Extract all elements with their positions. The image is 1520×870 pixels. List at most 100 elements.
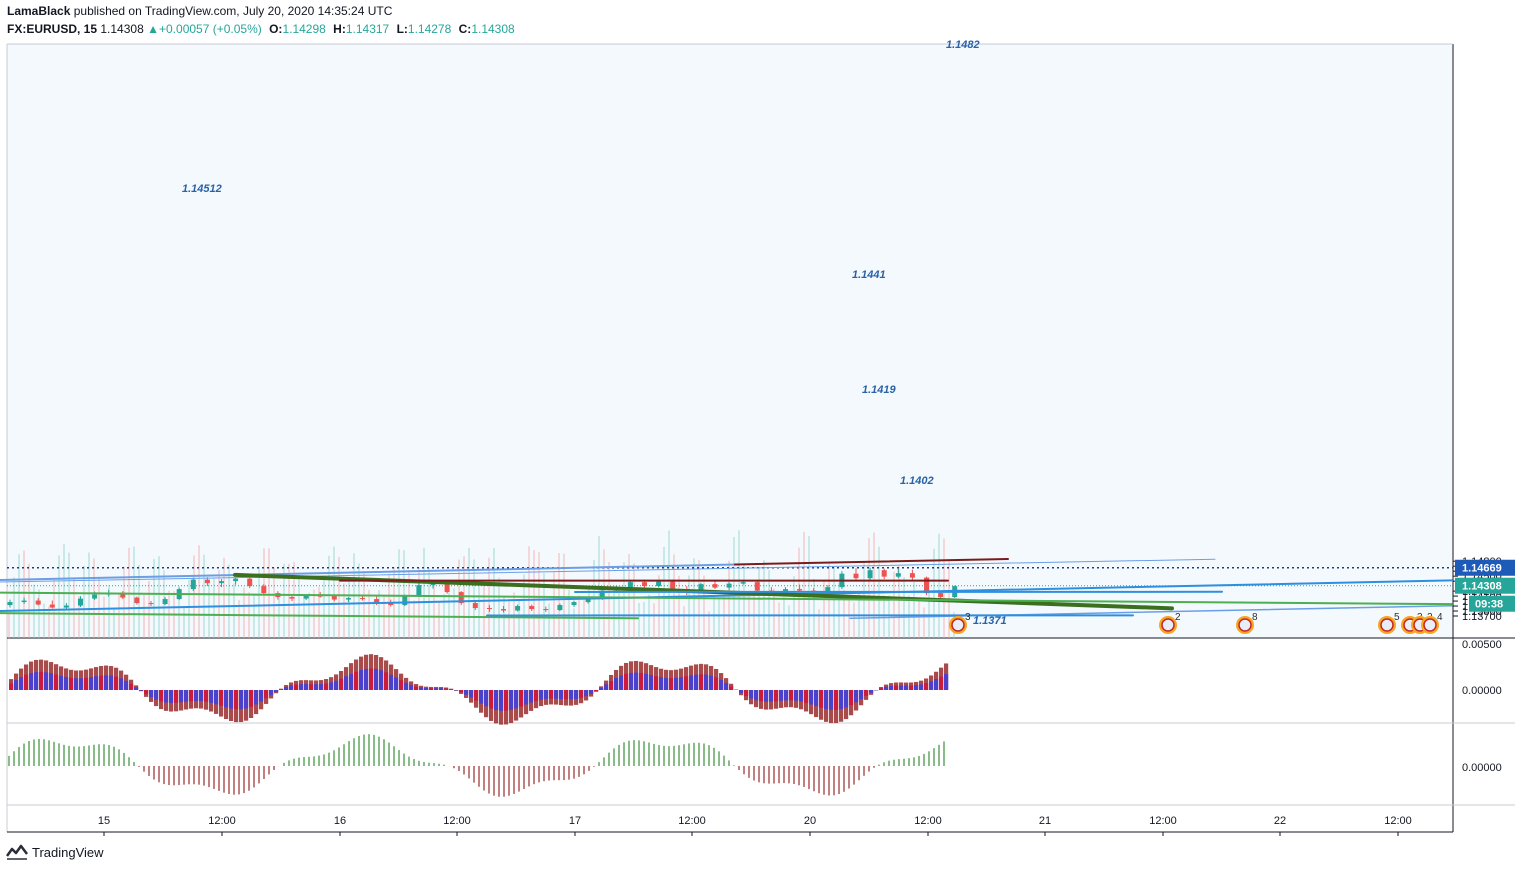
signal-bar xyxy=(424,687,429,690)
candle-body xyxy=(501,609,506,611)
price-annotations: 1.14512 1.1441 1.1419 1.1402 1.1371 1.1482 xyxy=(182,39,1007,627)
event-count: 2 xyxy=(1175,612,1181,623)
signal-bar xyxy=(674,677,679,690)
candle-body xyxy=(740,582,746,584)
signal-bar xyxy=(564,690,569,700)
signal-bar xyxy=(434,688,439,690)
time-axis[interactable]: 15 12:00 16 12:00 17 12:00 20 12:00 21 12:00 22 12:… xyxy=(98,815,1412,836)
signal-bar xyxy=(314,684,319,690)
economic-events[interactable]: 3285324 xyxy=(949,612,1443,634)
candle-body xyxy=(233,578,239,582)
up-arrow-icon: ▲ xyxy=(147,22,159,36)
candle-body xyxy=(204,579,210,584)
signal-bar xyxy=(89,677,94,690)
signal-bar xyxy=(599,687,604,690)
signal-bar xyxy=(624,673,629,690)
price-tags: 1.14669 1.14308 09:38 xyxy=(1455,559,1515,612)
green-slope[interactable] xyxy=(0,591,1453,606)
signal-bar xyxy=(244,690,249,709)
signal-bar xyxy=(519,690,524,707)
osc1-tick-label: 0.00500 xyxy=(1462,639,1502,651)
signal-bar xyxy=(879,688,884,690)
signal-bar xyxy=(639,672,644,690)
signal-bar xyxy=(224,690,229,708)
candle-body xyxy=(557,605,563,611)
signal-bar xyxy=(409,684,414,690)
channel-upper-blue[interactable] xyxy=(0,563,736,581)
signal-bar xyxy=(804,690,809,703)
signal-bar xyxy=(134,687,139,690)
candle-body xyxy=(374,599,380,604)
candle-body xyxy=(7,602,13,606)
main-uptrend-blue[interactable] xyxy=(0,579,1453,612)
trend-lines[interactable] xyxy=(0,557,1453,620)
signal-bar xyxy=(484,690,489,707)
signal-bar xyxy=(934,679,939,690)
open-value: 1.14298 xyxy=(282,22,326,36)
signal-bar xyxy=(34,671,39,690)
candle-body xyxy=(92,594,98,599)
signal-bar xyxy=(489,690,494,709)
time-tick-label: 16 xyxy=(334,815,346,827)
low-label: L: xyxy=(396,22,408,36)
signal-bar xyxy=(819,690,824,708)
signal-bar xyxy=(389,674,394,690)
symbol-name[interactable]: FX:EURUSD, 15 xyxy=(7,22,98,36)
price-tick-label: 1.13700 xyxy=(1462,611,1502,623)
candle-body xyxy=(444,582,450,593)
signal-bar xyxy=(479,690,484,704)
signal-bar xyxy=(209,690,214,703)
signal-bar xyxy=(114,676,119,690)
signal-bar xyxy=(634,672,639,690)
signal-bar xyxy=(509,690,514,710)
close-label: C: xyxy=(458,22,472,36)
signal-bar xyxy=(929,681,934,690)
signal-bar xyxy=(139,690,144,691)
channel-upper-extension-red[interactable] xyxy=(734,557,1009,566)
time-tick-label: 12:00 xyxy=(1384,815,1412,827)
candle-body xyxy=(402,596,408,606)
signal-bar xyxy=(399,680,404,690)
signal-bar xyxy=(269,690,274,696)
signal-bar xyxy=(179,690,184,703)
signal-bar xyxy=(309,684,314,690)
chart-canvas[interactable]: 1.148001.147001.146001.145001.144001.142… xyxy=(0,0,1520,840)
signal-bar xyxy=(704,674,709,690)
signal-bar xyxy=(504,690,509,711)
signal-bar xyxy=(469,690,474,698)
signal-bar xyxy=(854,690,859,703)
candle-body xyxy=(726,583,732,588)
flag-center-icon xyxy=(1380,618,1394,632)
signal-bar xyxy=(304,684,309,690)
signal-bar xyxy=(739,690,744,694)
signal-bar xyxy=(39,671,44,690)
time-tick-label: 20 xyxy=(804,815,816,827)
author-name[interactable]: LamaBlack xyxy=(7,4,71,18)
signal-bar xyxy=(494,690,499,711)
green-slope-low[interactable] xyxy=(0,612,639,620)
signal-bar xyxy=(889,685,894,690)
last-price-tag-label: 1.14308 xyxy=(1462,581,1502,593)
signal-bar xyxy=(909,685,914,690)
candle-body xyxy=(289,597,295,599)
signal-bar xyxy=(614,677,619,690)
signal-bar xyxy=(94,676,99,690)
footer-brand[interactable]: TradingView xyxy=(6,843,104,861)
signal-bar xyxy=(474,690,479,701)
event-count: 5 xyxy=(1394,612,1400,623)
signal-bar xyxy=(264,690,269,699)
signal-bar xyxy=(359,669,364,690)
signal-bar xyxy=(859,690,864,700)
channel-upper-thin[interactable] xyxy=(0,558,1216,583)
price-annotation: 1.1441 xyxy=(852,269,886,281)
level-price-tag-label: 1.14669 xyxy=(1462,563,1502,575)
time-tick-label: 12:00 xyxy=(208,815,236,827)
signal-bar xyxy=(839,690,844,710)
candle-body xyxy=(529,606,535,610)
signal-bar xyxy=(109,675,114,690)
candle-body xyxy=(599,590,605,599)
time-tick-label: 12:00 xyxy=(678,815,706,827)
signal-bar xyxy=(104,675,109,690)
signal-bar xyxy=(464,690,469,695)
signal-bar xyxy=(199,690,204,702)
